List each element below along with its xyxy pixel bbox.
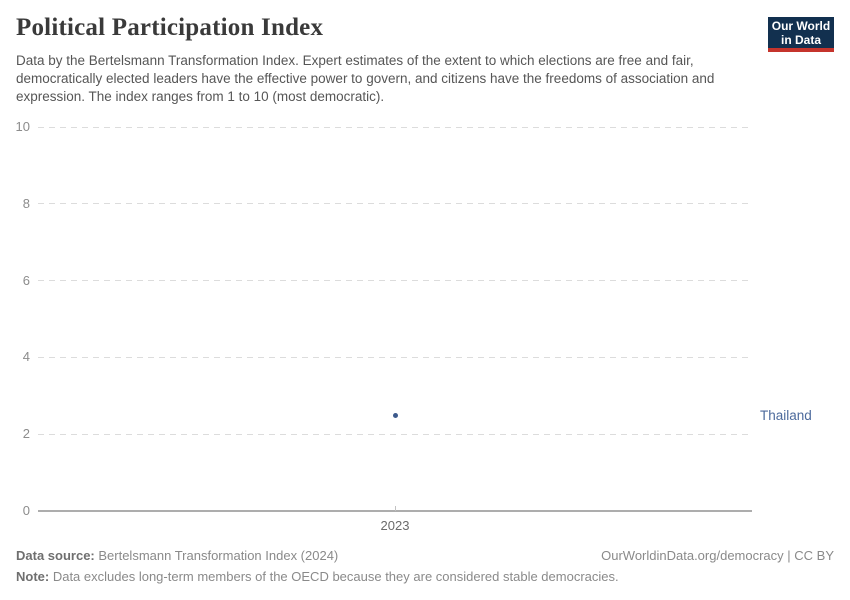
- chart-subtitle: Data by the Bertelsmann Transformation I…: [16, 53, 715, 104]
- footer-source-row: Data source: Bertelsmann Transformation …: [16, 548, 834, 563]
- gridline: [38, 433, 752, 435]
- data-source-text: Data source: Bertelsmann Transformation …: [16, 548, 339, 563]
- page-title: Political Participation Index: [16, 14, 324, 41]
- y-tick-label: 10: [15, 119, 30, 134]
- entity-label-thailand[interactable]: Thailand: [760, 408, 812, 423]
- y-tick-label: 8: [22, 195, 30, 211]
- gridline: [38, 280, 752, 282]
- footer-note-row: Note: Data excludes long-term members of…: [16, 569, 834, 584]
- gridline: [38, 203, 752, 205]
- owid-logo: Our World in Data: [768, 17, 834, 52]
- y-tick-label: 0: [22, 503, 30, 518]
- owid-license-link[interactable]: OurWorldinData.org/democracy | CC BY: [601, 548, 834, 563]
- owid-logo-line2: in Data: [780, 32, 821, 47]
- data-source-label: Data source:: [16, 548, 95, 563]
- gridline: [38, 356, 752, 358]
- y-tick-label: 6: [22, 272, 30, 288]
- y-tick-label: 4: [22, 349, 30, 365]
- note-label: Note:: [16, 569, 50, 584]
- x-tick-mark: [395, 506, 396, 511]
- x-tick-label: 2023: [380, 518, 410, 533]
- y-tick-label: 2: [22, 426, 30, 442]
- data-point-thailand[interactable]: [392, 412, 398, 418]
- note-text: Note: Data excludes long-term members of…: [16, 569, 619, 584]
- x-axis-line: [38, 510, 752, 512]
- gridline: [38, 126, 752, 128]
- owid-logo-line1: Our World: [771, 19, 831, 33]
